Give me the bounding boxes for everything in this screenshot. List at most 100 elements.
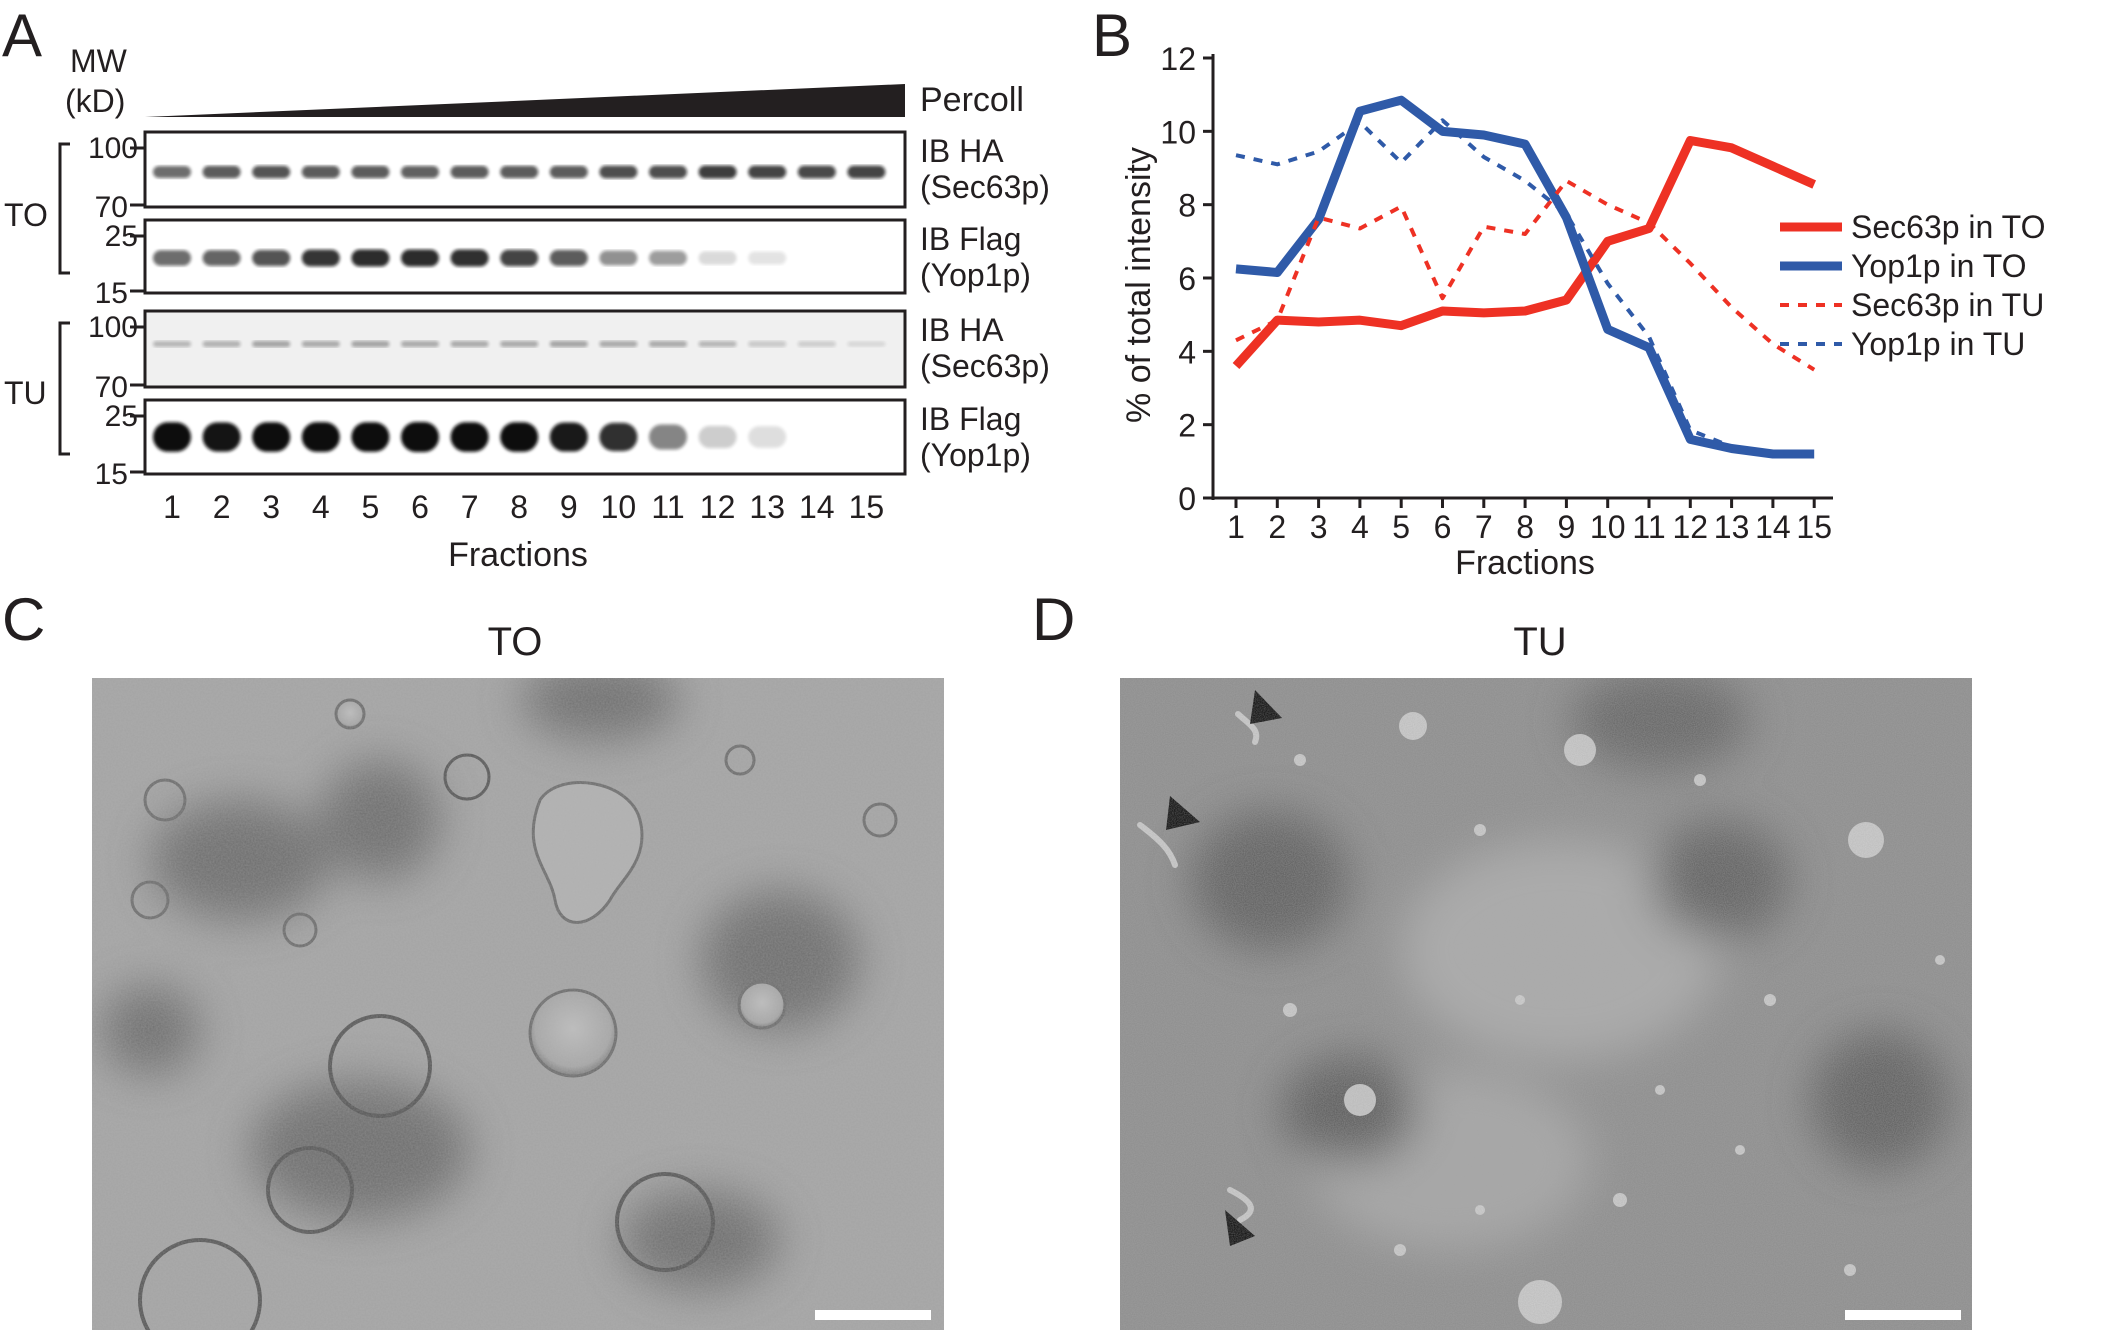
mw-label-line1: MW [70, 43, 128, 79]
blot-band [500, 249, 539, 267]
x-tick-label: 3 [1310, 509, 1328, 545]
series-line-4 [1235, 118, 1815, 456]
x-tick-label: 4 [1351, 509, 1369, 545]
legend-entry: Yop1p in TO [1851, 248, 2027, 284]
blot-band [202, 340, 241, 348]
y-tick-label: 10 [1160, 114, 1196, 150]
blot-band [599, 250, 638, 266]
blot-band [500, 340, 539, 348]
x-tick-label: 5 [1392, 509, 1410, 545]
blot-antibody-label: IB Flag [920, 221, 1021, 257]
blot-protein-label: (Sec63p) [920, 169, 1050, 205]
blot-band [698, 251, 737, 265]
blot-band [599, 340, 638, 348]
blot-band [649, 340, 687, 348]
lane-label: 12 [700, 489, 736, 525]
blot-band [450, 165, 489, 179]
blot-band [748, 165, 787, 179]
lane-label: 4 [312, 489, 330, 525]
y-tick-label: 4 [1178, 334, 1196, 370]
blot-band [450, 422, 489, 452]
blot-antibody-label: IB HA [920, 312, 1004, 348]
lane-label: 15 [849, 489, 885, 525]
micrograph-to [92, 678, 944, 1330]
lane-label: 11 [651, 489, 684, 525]
micrograph-tu [1120, 678, 1972, 1330]
blot-strip [143, 309, 907, 389]
blot-band [252, 249, 291, 267]
mw-marker-top: 100 [88, 132, 138, 165]
x-tick-label: 14 [1755, 509, 1791, 545]
series-line-2 [1235, 95, 1815, 459]
y-tick-label: 0 [1178, 481, 1196, 517]
lane-label: 8 [510, 489, 528, 525]
x-tick-label: 7 [1475, 509, 1493, 545]
blot-band [401, 249, 439, 267]
blot-band [153, 340, 191, 348]
blot-band [252, 422, 291, 452]
blot-band [153, 250, 191, 266]
lane-label: 1 [163, 489, 181, 525]
legend-entry: Sec63p in TO [1851, 209, 2046, 245]
panel-label-d: D [1032, 586, 1075, 653]
blot-group-bracket [58, 321, 70, 456]
chart-ylabel: % of total intensity [1120, 147, 1158, 423]
blot-band [450, 249, 489, 267]
mw-marker-top: 100 [88, 311, 138, 344]
blot-band [301, 340, 340, 348]
micrograph-d-title: TU [1513, 620, 1566, 664]
scale-bar-d [1845, 1310, 1961, 1320]
lane-label: 5 [362, 489, 380, 525]
x-tick-label: 10 [1590, 509, 1626, 545]
blot-band [301, 249, 340, 267]
blot-band [847, 341, 886, 347]
blot-band [698, 165, 737, 179]
blot-band [202, 165, 241, 179]
panel-label-a: A [2, 2, 42, 69]
mw-marker-bottom: 15 [95, 458, 128, 491]
blot-band [549, 340, 588, 348]
line-chart: % of total intensity Fractions 024681012… [1120, 41, 2046, 582]
x-tick-label: 1 [1227, 509, 1245, 545]
blot-protein-label: (Sec63p) [920, 348, 1050, 384]
x-tick-label: 12 [1673, 509, 1709, 545]
blot-band [797, 165, 836, 179]
blot-band [202, 250, 241, 266]
blot-band [301, 165, 340, 179]
panel-label-c: C [2, 586, 45, 653]
mw-marker-bottom: 15 [95, 277, 128, 310]
blot-band [748, 426, 787, 448]
y-tick-label: 8 [1178, 188, 1196, 224]
blot-group-label: TO [4, 197, 48, 233]
lane-label: 3 [262, 489, 280, 525]
blot-band [252, 340, 291, 348]
blot-band [649, 165, 687, 179]
blot-group-label: TU [4, 375, 47, 411]
lane-label: 10 [601, 489, 637, 525]
y-tick-label: 6 [1178, 261, 1196, 297]
blot-band [500, 422, 539, 452]
blot-band [301, 422, 340, 452]
x-tick-label: 15 [1796, 509, 1832, 545]
scale-bar-c [815, 1310, 931, 1320]
blot-band [202, 422, 241, 452]
lane-label: 7 [461, 489, 479, 525]
y-tick-label: 12 [1160, 41, 1196, 77]
lane-label: 13 [749, 489, 785, 525]
blot-band [401, 165, 439, 179]
chart-xlabel: Fractions [1455, 544, 1595, 582]
blot-band [153, 422, 191, 452]
lane-label: 2 [213, 489, 231, 525]
blot-band [450, 340, 489, 348]
blot-band [351, 422, 390, 452]
x-tick-label: 6 [1434, 509, 1452, 545]
blot-xlabel: Fractions [448, 536, 588, 574]
blot-band [599, 422, 638, 452]
blot-band [500, 165, 539, 179]
blot-band [351, 340, 390, 348]
lane-label: 14 [799, 489, 835, 525]
mw-label-line2: (kD) [65, 83, 125, 119]
lane-label: 6 [411, 489, 429, 525]
blot-antibody-label: IB Flag [920, 401, 1021, 437]
